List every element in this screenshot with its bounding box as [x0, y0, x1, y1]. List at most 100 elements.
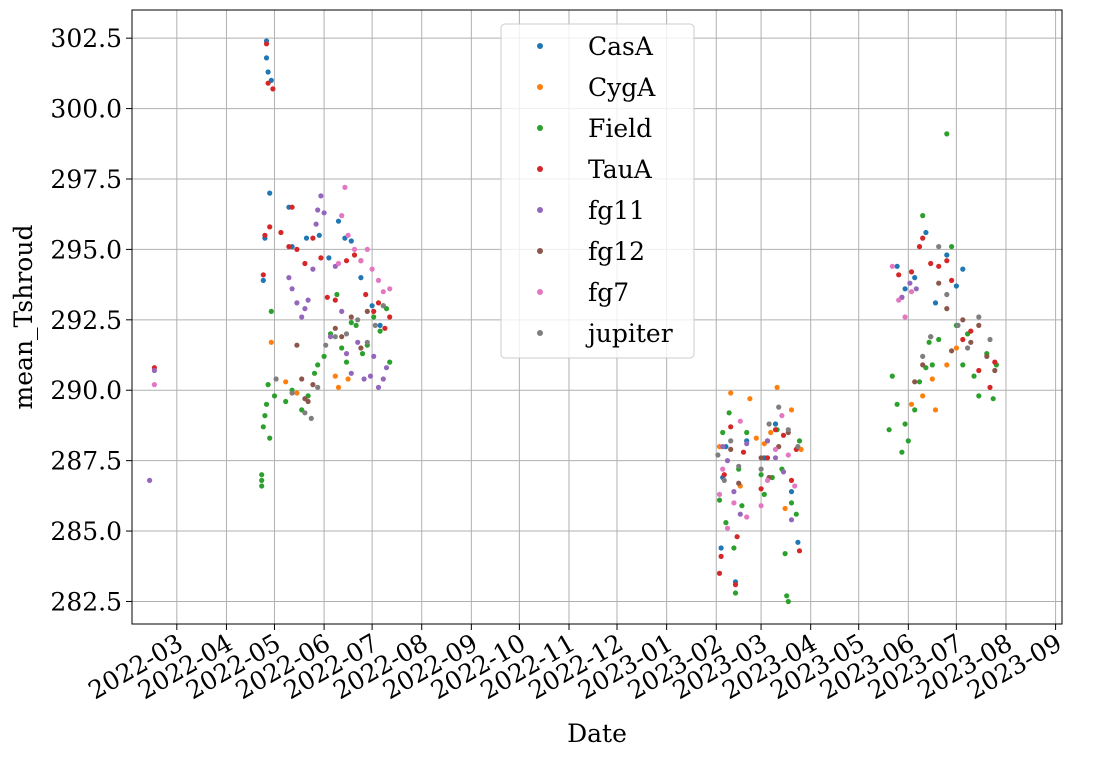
- data-point: [731, 500, 737, 506]
- data-point: [920, 213, 926, 219]
- data-point: [889, 373, 895, 379]
- data-point: [289, 286, 295, 292]
- legend-label: fg11: [588, 196, 645, 225]
- data-point: [932, 407, 939, 413]
- data-point: [744, 441, 750, 447]
- legend-marker: [537, 248, 543, 254]
- data-point: [936, 280, 942, 286]
- data-point: [894, 401, 900, 407]
- data-point: [299, 376, 305, 382]
- data-point: [339, 308, 345, 314]
- data-point: [780, 432, 787, 438]
- data-point: [283, 379, 289, 385]
- data-point: [740, 449, 747, 455]
- data-point: [315, 207, 321, 213]
- y-tick-label: 292.5: [50, 306, 122, 335]
- data-point: [724, 525, 731, 531]
- data-point: [332, 297, 338, 303]
- data-point: [342, 184, 348, 190]
- data-point: [731, 489, 737, 495]
- data-point: [351, 246, 358, 252]
- plot-frame: [131, 9, 1063, 625]
- data-point: [369, 303, 375, 309]
- data-point: [976, 314, 982, 320]
- data-point: [912, 407, 918, 413]
- data-point: [788, 500, 795, 506]
- data-point: [268, 339, 274, 345]
- data-point: [260, 424, 266, 430]
- legend-marker: [537, 330, 543, 336]
- data-point: [294, 390, 300, 396]
- data-point: [968, 328, 974, 334]
- data-point: [305, 297, 311, 303]
- data-point: [886, 427, 892, 433]
- data-point: [764, 438, 771, 444]
- data-point: [364, 246, 370, 252]
- data-point: [263, 401, 270, 407]
- data-point: [720, 444, 726, 450]
- data-point: [265, 80, 271, 86]
- data-point: [953, 283, 960, 289]
- data-point: [908, 401, 915, 407]
- legend-marker: [537, 125, 543, 131]
- data-point: [780, 469, 787, 475]
- series-TauA: [151, 41, 998, 588]
- data-point: [736, 480, 742, 486]
- data-point: [949, 244, 955, 250]
- data-point: [332, 325, 338, 331]
- data-point: [949, 348, 955, 354]
- data-point: [715, 452, 721, 458]
- data-point: [310, 382, 316, 388]
- data-point: [734, 534, 740, 540]
- data-point: [944, 252, 950, 258]
- data-point: [899, 449, 905, 455]
- legend-box: [500, 23, 695, 359]
- data-point: [355, 339, 361, 345]
- data-point: [334, 291, 340, 298]
- data-point: [739, 503, 745, 509]
- data-point: [372, 322, 378, 328]
- data-point: [260, 272, 266, 278]
- data-point: [367, 373, 374, 379]
- data-point: [375, 300, 382, 306]
- data-point: [380, 376, 386, 382]
- y-tick-label: 302.5: [50, 24, 122, 53]
- data-point: [916, 244, 923, 250]
- data-point: [380, 303, 386, 309]
- data-point: [387, 314, 393, 320]
- data-point: [343, 331, 350, 337]
- data-point: [944, 362, 950, 368]
- legend-label: CygA: [588, 73, 656, 102]
- data-point: [726, 410, 732, 416]
- data-point: [758, 455, 764, 461]
- data-point: [718, 553, 724, 560]
- data-point: [793, 511, 799, 517]
- data-point: [976, 322, 982, 328]
- data-point: [976, 367, 982, 374]
- data-point: [772, 421, 779, 427]
- data-point: [728, 424, 734, 430]
- data-point: [971, 373, 977, 379]
- data-point: [721, 472, 727, 478]
- data-point: [321, 210, 327, 216]
- data-point: [353, 322, 359, 328]
- data-point: [371, 314, 377, 320]
- data-point: [907, 280, 913, 286]
- data-point: [375, 384, 382, 390]
- data-point: [728, 438, 734, 444]
- data-point: [332, 334, 338, 340]
- data-point: [316, 232, 322, 238]
- data-point: [302, 410, 308, 416]
- data-point: [327, 334, 334, 340]
- data-point: [732, 590, 739, 596]
- data-point: [772, 427, 779, 433]
- legend-label: CasA: [588, 32, 654, 61]
- legend-label: TauA: [588, 155, 653, 184]
- data-point: [303, 235, 310, 241]
- series-fg7: [151, 184, 915, 531]
- grid-lines: [132, 10, 1062, 624]
- data-point: [345, 376, 351, 382]
- data-point: [358, 258, 364, 264]
- data-point: [383, 365, 390, 371]
- data-point: [912, 379, 918, 385]
